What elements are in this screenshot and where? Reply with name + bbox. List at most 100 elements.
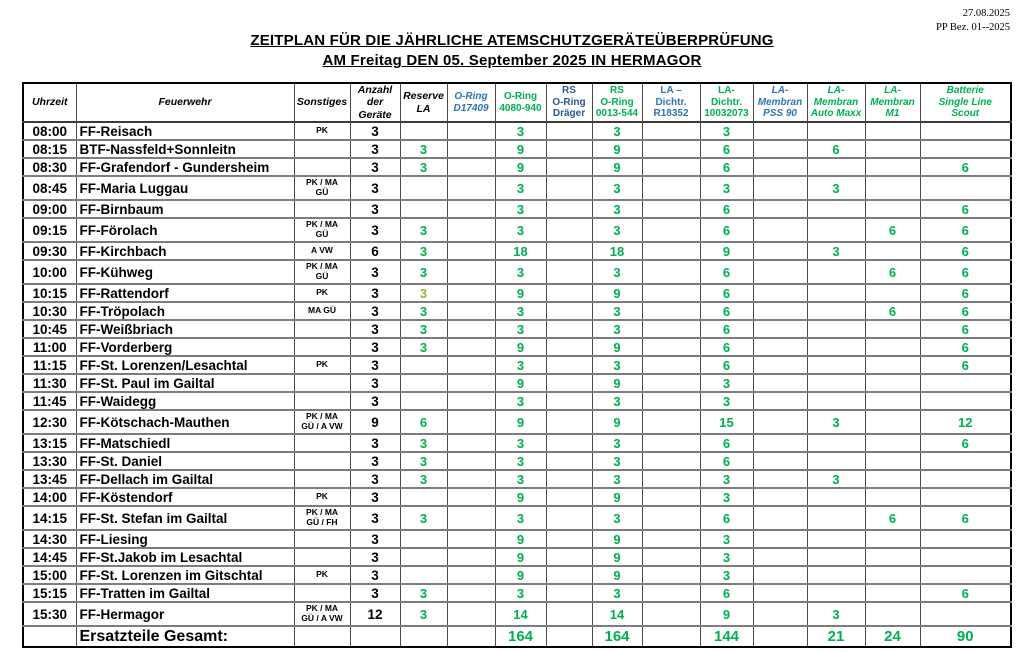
cell-la-membran-pss-90 (752, 283, 808, 303)
cell-la-dichtr-r18352 (641, 547, 701, 567)
cell-anzahl: 3 (349, 139, 401, 159)
cell-anzahl: 3 (349, 217, 401, 243)
table-row: 11:45 FF-Waidegg 3 3 3 3 (22, 391, 1012, 411)
table-row: 08:00 FF-Reisach PK 3 3 3 3 (22, 121, 1012, 141)
cell-rs-oring-draeger (545, 301, 593, 321)
cell-reserve-la (399, 175, 448, 201)
table-row: 12:30 FF-Kötschach-Mauthen PK / MA GÜ / A V… (22, 409, 1012, 435)
cell-la-membran-auto-maxx: 3 (806, 241, 866, 261)
cell-anzahl: 3 (349, 487, 401, 507)
cell-la-membran-auto-maxx: 3 (806, 601, 866, 627)
cell-anzahl: 3 (349, 505, 401, 531)
cell-la-membran-auto-maxx (806, 565, 866, 585)
cell-oring-4080-940: 3 (494, 505, 547, 531)
cell-la-dichtr-10032073: 3 (699, 565, 754, 585)
col-header-la-membran-m1: LA- Membran M1 (864, 82, 921, 124)
cell-uhrzeit: 15:00 (22, 565, 77, 585)
table-row: 10:45 FF-Weißbriach 3 3 3 3 6 6 (22, 319, 1012, 339)
cell-feuerwehr: FF-Vorderberg (75, 337, 295, 357)
cell-la-dichtr-10032073: 3 (699, 547, 754, 567)
cell-batterie-single-line-scout: 6 (919, 319, 1012, 339)
header-row: Uhrzeit Feuerwehr Sonstiges Anzahl der Geräte… (22, 82, 1012, 124)
cell-feuerwehr: FF-Tröpolach (75, 301, 295, 321)
cell-la-membran-auto-maxx (806, 301, 866, 321)
cell-oring-4080-940: 9 (494, 529, 547, 549)
cell-rs-oring-0013-544: 9 (591, 337, 643, 357)
cell-sonstiges (293, 139, 351, 159)
cell-la-membran-m1 (864, 547, 921, 567)
cell-uhrzeit: 10:45 (22, 319, 77, 339)
cell-rs-oring-0013-544: 3 (591, 199, 643, 219)
cell-la-membran-pss-90 (752, 319, 808, 339)
cell-la-membran-auto-maxx: 3 (806, 409, 866, 435)
table-row: 13:45 FF-Dellach im Gailtal 3 3 3 3 3 3 (22, 469, 1012, 489)
cell-rs-oring-draeger (545, 259, 593, 285)
cell-la-dichtr-r18352 (641, 157, 701, 177)
cell-la-membran-m1 (864, 487, 921, 507)
cell-batterie-single-line-scout: 6 (919, 433, 1012, 453)
document-header: ZEITPLAN FÜR DIE JÄHRLICHE ATEMSCHUTZGER… (0, 31, 1024, 72)
cell-oring-d17409 (446, 583, 496, 603)
cell-la-dichtr-10032073: 15 (699, 409, 754, 435)
col-header-uhrzeit: Uhrzeit (22, 82, 77, 124)
cell-anzahl: 9 (349, 409, 401, 435)
cell-la-dichtr-r18352 (641, 487, 701, 507)
cell-la-membran-pss-90 (752, 157, 808, 177)
cell-la-membran-auto-maxx (806, 451, 866, 471)
cell-feuerwehr: FF-Köstendorf (75, 487, 295, 507)
cell-uhrzeit: 13:45 (22, 469, 77, 489)
cell-sonstiges: PK (293, 355, 351, 375)
col-header-oring-4080-940: O-Ring 4080-940 (494, 82, 547, 124)
cell-la-membran-m1 (864, 565, 921, 585)
cell-batterie-single-line-scout: 12 (919, 409, 1012, 435)
cell-oring-d17409 (446, 451, 496, 471)
cell-rs-oring-draeger (545, 217, 593, 243)
cell-la-dichtr-r18352 (641, 301, 701, 321)
col-header-feuerwehr: Feuerwehr (75, 82, 295, 124)
cell-la-membran-auto-maxx (806, 283, 866, 303)
cell-sonstiges (293, 337, 351, 357)
cell-reserve-la: 3 (399, 505, 448, 531)
totals-row: Ersatzteile Gesamt: 164 164 144 21 24 90 (22, 625, 1012, 648)
cell-la-dichtr-r18352 (641, 565, 701, 585)
cell-la-dichtr-10032073: 3 (699, 487, 754, 507)
table-row: 10:00 FF-Kühweg PK / MA GÜ 3 3 3 3 6 6 6 (22, 259, 1012, 285)
cell-la-dichtr-10032073: 6 (699, 283, 754, 303)
cell-sonstiges: A VW (293, 241, 351, 261)
cell-batterie-single-line-scout (919, 469, 1012, 489)
cell-reserve-la: 3 (399, 319, 448, 339)
cell-batterie-single-line-scout: 6 (919, 283, 1012, 303)
cell-la-membran-pss-90 (752, 583, 808, 603)
cell-rs-oring-0013-544: 9 (591, 373, 643, 393)
cell-rs-oring-draeger (545, 391, 593, 411)
cell-feuerwehr: FF-Hermagor (75, 601, 295, 627)
cell-uhrzeit: 09:15 (22, 217, 77, 243)
cell-uhrzeit: 13:15 (22, 433, 77, 453)
cell-anzahl: 3 (349, 529, 401, 549)
cell-uhrzeit: 08:45 (22, 175, 77, 201)
cell-anzahl: 3 (349, 355, 401, 375)
cell-sonstiges (293, 451, 351, 471)
cell-anzahl (349, 625, 401, 648)
cell-rs-oring-draeger (545, 241, 593, 261)
table-row: 10:30 FF-Tröpolach MA GÜ 3 3 3 3 6 6 6 (22, 301, 1012, 321)
cell-uhrzeit: 10:00 (22, 259, 77, 285)
cell-la-dichtr-10032073: 6 (699, 199, 754, 219)
table-row: 13:30 FF-St. Daniel 3 3 3 3 6 (22, 451, 1012, 471)
cell-la-dichtr-10032073: 6 (699, 583, 754, 603)
table-row: 09:30 FF-Kirchbach A VW 6 3 18 18 9 3 6 (22, 241, 1012, 261)
cell-la-membran-auto-maxx (806, 355, 866, 375)
cell-la-dichtr-r18352 (641, 175, 701, 201)
cell-feuerwehr: FF-Liesing (75, 529, 295, 549)
cell-reserve-la: 3 (399, 451, 448, 471)
cell-la-membran-auto-maxx (806, 121, 866, 141)
table-row: 09:00 FF-Birnbaum 3 3 3 6 6 (22, 199, 1012, 219)
cell-anzahl: 3 (349, 199, 401, 219)
cell-oring-4080-940: 3 (494, 319, 547, 339)
cell-uhrzeit: 11:45 (22, 391, 77, 411)
cell-batterie-single-line-scout (919, 139, 1012, 159)
cell-la-membran-m1 (864, 157, 921, 177)
cell-sonstiges: PK (293, 565, 351, 585)
table-row: 08:30 FF-Grafendorf - Gundersheim 3 3 9 9 6 6 (22, 157, 1012, 177)
cell-feuerwehr: FF-St. Stefan im Gailtal (75, 505, 295, 531)
